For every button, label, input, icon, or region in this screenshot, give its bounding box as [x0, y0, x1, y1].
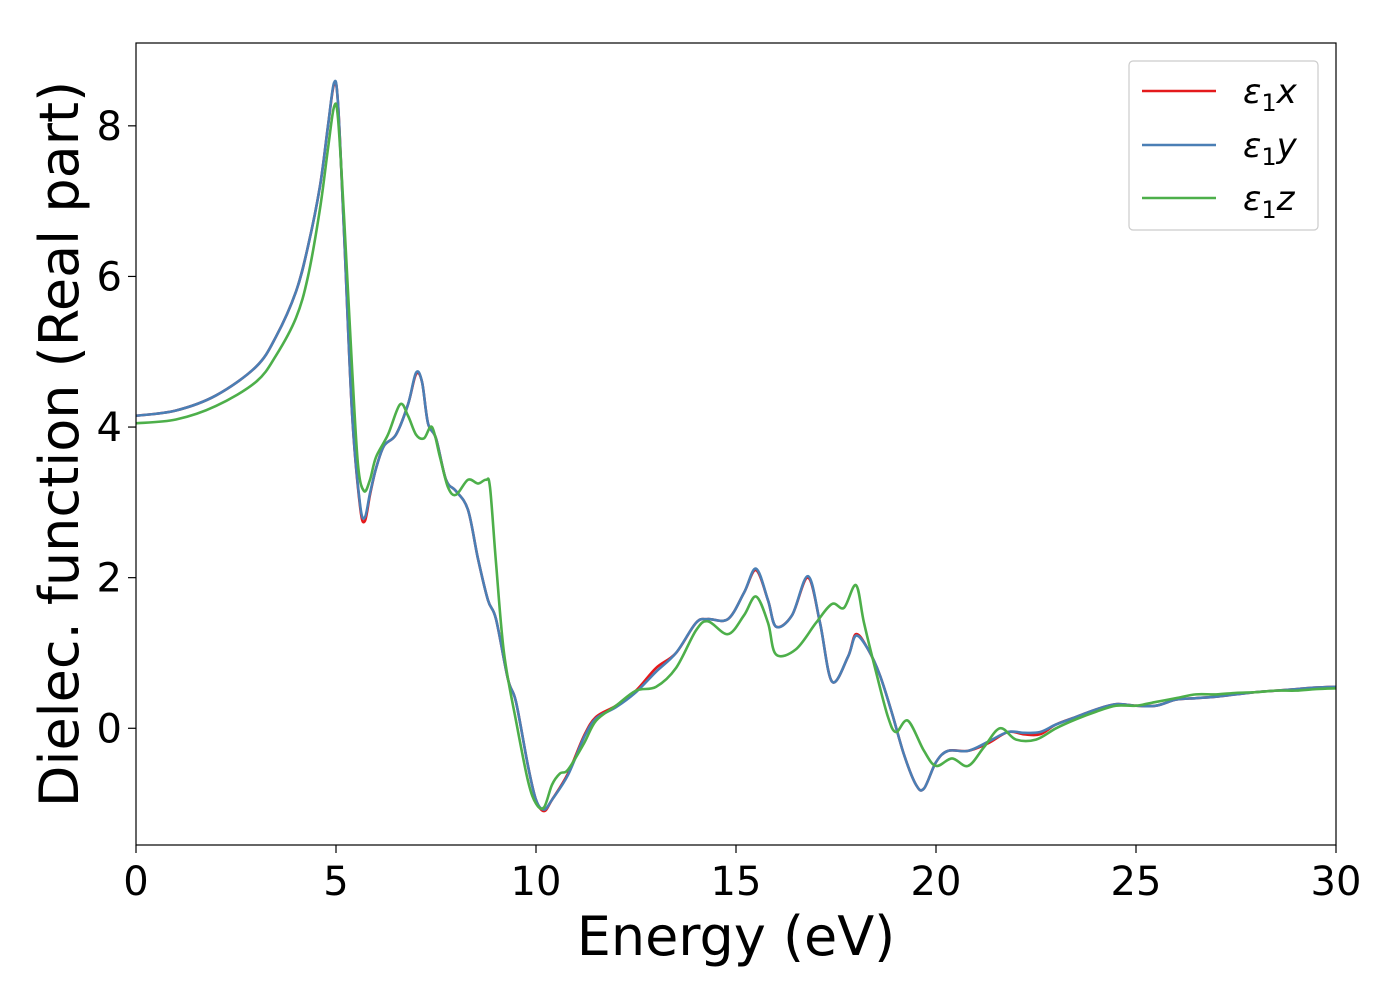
- series-line-e1z: [135, 102, 1337, 811]
- legend-label: ε1x: [1243, 72, 1298, 117]
- legend: ε1x ε1y ε1z: [1128, 60, 1319, 231]
- x-axis-label: Energy (eV): [577, 905, 896, 968]
- y-tick-label: 4: [97, 405, 122, 451]
- y-tick-label: 8: [97, 104, 122, 150]
- legend-items: ε1x ε1y ε1z: [1142, 72, 1298, 224]
- y-tick-label: 6: [97, 254, 122, 300]
- x-tick-label: 5: [323, 859, 348, 905]
- legend-label: ε1y: [1243, 126, 1298, 171]
- series-layer: [135, 79, 1337, 813]
- x-tick-label: 0: [123, 859, 148, 905]
- x-tick-label: 25: [1111, 859, 1162, 905]
- x-tick-label: 15: [711, 859, 762, 905]
- x-tick-label: 10: [511, 859, 562, 905]
- y-axis-label: Dielec. function (Real part): [28, 81, 91, 807]
- legend-box: [1128, 60, 1319, 231]
- y-tick-label: 0: [97, 706, 122, 752]
- y-tick-label: 2: [97, 556, 122, 602]
- legend-label: ε1z: [1243, 179, 1296, 224]
- y-axis-ticks: 0 2 4 6 8: [97, 104, 136, 752]
- x-tick-label: 30: [1311, 859, 1362, 905]
- series-line-e1y: [135, 79, 1337, 811]
- x-axis-ticks: 0 5 10 15 20 25 30: [123, 845, 1361, 905]
- x-tick-label: 20: [911, 859, 962, 905]
